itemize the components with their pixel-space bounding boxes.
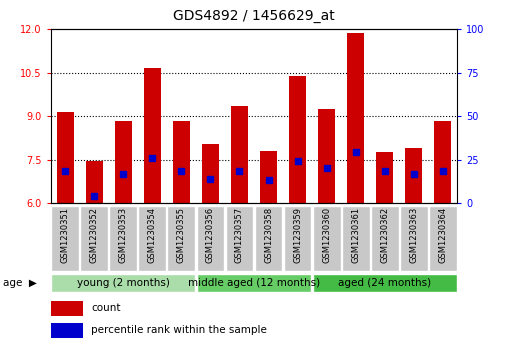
Text: GSM1230359: GSM1230359 (293, 207, 302, 263)
FancyBboxPatch shape (312, 274, 457, 292)
Bar (51, 323, 83, 338)
Bar (347, 33, 364, 203)
Text: GSM1230361: GSM1230361 (351, 207, 360, 263)
FancyBboxPatch shape (197, 274, 311, 292)
FancyBboxPatch shape (342, 207, 369, 271)
Bar (289, 76, 306, 203)
Bar (115, 121, 132, 203)
Text: age  ▶: age ▶ (3, 278, 37, 288)
FancyBboxPatch shape (255, 207, 282, 271)
Bar (231, 106, 248, 203)
Bar (51, 301, 83, 316)
FancyBboxPatch shape (283, 207, 311, 271)
Text: GSM1230354: GSM1230354 (148, 207, 157, 263)
Bar (56, 112, 74, 203)
Text: GSM1230358: GSM1230358 (264, 207, 273, 263)
Bar (144, 68, 161, 203)
FancyBboxPatch shape (168, 207, 196, 271)
Text: percentile rank within the sample: percentile rank within the sample (91, 325, 267, 335)
Text: GSM1230356: GSM1230356 (206, 207, 215, 263)
Text: aged (24 months): aged (24 months) (338, 278, 431, 288)
Text: GSM1230362: GSM1230362 (380, 207, 389, 263)
Bar (434, 121, 452, 203)
Bar (86, 161, 103, 203)
Text: GSM1230351: GSM1230351 (61, 207, 70, 263)
Text: GSM1230364: GSM1230364 (438, 207, 447, 263)
FancyBboxPatch shape (226, 207, 253, 271)
Text: count: count (91, 303, 121, 313)
Text: GSM1230355: GSM1230355 (177, 207, 186, 263)
Text: GSM1230353: GSM1230353 (119, 207, 128, 263)
Text: GSM1230360: GSM1230360 (322, 207, 331, 263)
FancyBboxPatch shape (139, 207, 166, 271)
FancyBboxPatch shape (371, 207, 399, 271)
Bar (260, 151, 277, 203)
FancyBboxPatch shape (429, 207, 457, 271)
Text: GSM1230357: GSM1230357 (235, 207, 244, 263)
FancyBboxPatch shape (312, 207, 340, 271)
FancyBboxPatch shape (80, 207, 108, 271)
Text: GSM1230352: GSM1230352 (90, 207, 99, 263)
Bar (405, 148, 422, 203)
Bar (173, 121, 190, 203)
FancyBboxPatch shape (51, 207, 79, 271)
Text: GSM1230363: GSM1230363 (409, 207, 418, 264)
Text: GDS4892 / 1456629_at: GDS4892 / 1456629_at (173, 9, 335, 23)
FancyBboxPatch shape (197, 207, 225, 271)
FancyBboxPatch shape (51, 274, 196, 292)
Bar (202, 144, 219, 203)
Bar (376, 152, 393, 203)
Bar (318, 109, 335, 203)
FancyBboxPatch shape (109, 207, 137, 271)
Text: middle aged (12 months): middle aged (12 months) (188, 278, 320, 288)
Text: young (2 months): young (2 months) (77, 278, 170, 288)
FancyBboxPatch shape (400, 207, 428, 271)
